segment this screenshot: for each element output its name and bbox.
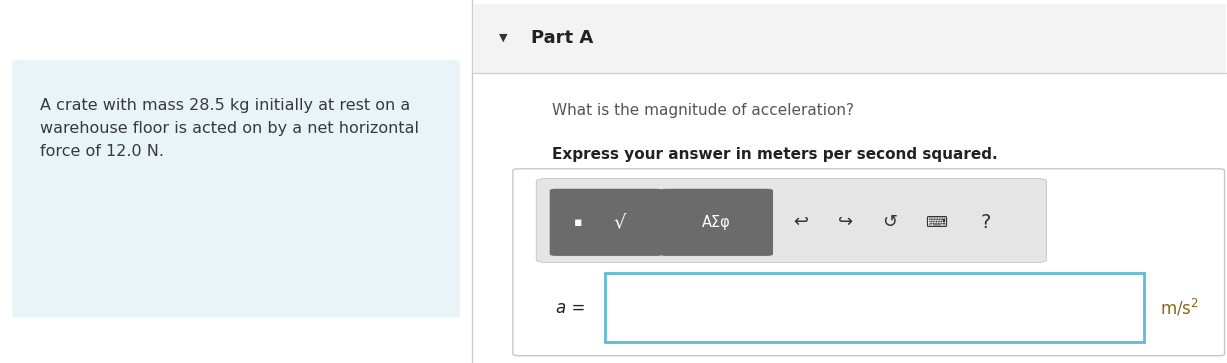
FancyBboxPatch shape xyxy=(660,189,773,256)
FancyBboxPatch shape xyxy=(550,189,663,256)
FancyBboxPatch shape xyxy=(605,273,1144,342)
Text: m/s$^2$: m/s$^2$ xyxy=(1160,297,1199,318)
Text: Part A: Part A xyxy=(531,29,594,47)
Text: A crate with mass 28.5 kg initially at rest on a
warehouse floor is acted on by : A crate with mass 28.5 kg initially at r… xyxy=(40,98,420,159)
Text: ▼: ▼ xyxy=(499,33,508,43)
Text: ▪: ▪ xyxy=(574,216,582,229)
Text: Express your answer in meters per second squared.: Express your answer in meters per second… xyxy=(552,147,998,162)
Text: ↺: ↺ xyxy=(882,213,897,231)
FancyBboxPatch shape xyxy=(513,169,1225,356)
Text: ↪: ↪ xyxy=(838,213,853,231)
Text: ?: ? xyxy=(980,213,990,232)
Text: ⌨: ⌨ xyxy=(925,215,947,230)
Text: What is the magnitude of acceleration?: What is the magnitude of acceleration? xyxy=(552,103,854,118)
FancyBboxPatch shape xyxy=(536,179,1047,262)
Text: √: √ xyxy=(614,213,626,232)
FancyBboxPatch shape xyxy=(12,60,460,318)
Text: ↩: ↩ xyxy=(794,213,809,231)
Text: AΣφ: AΣφ xyxy=(702,215,731,230)
Text: a =: a = xyxy=(556,299,585,317)
Bar xyxy=(474,4,1226,73)
